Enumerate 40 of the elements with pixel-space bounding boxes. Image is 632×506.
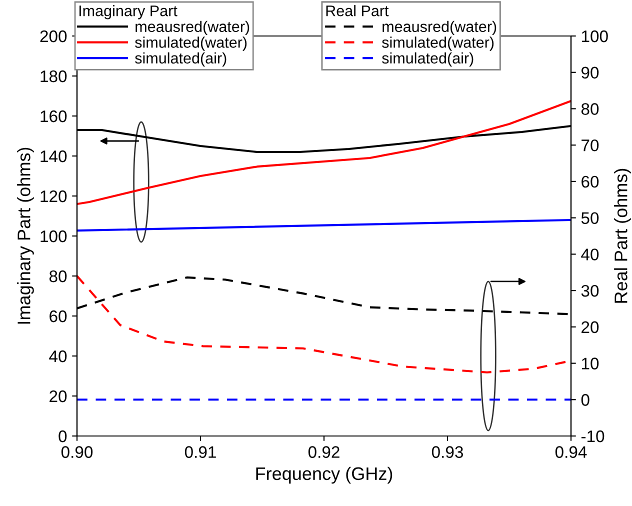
y-tick-label: 120 xyxy=(40,190,67,202)
line-series xyxy=(77,100,571,206)
y2-tick-label: 100 xyxy=(582,30,608,42)
legend-label: simulated(water) xyxy=(135,36,247,51)
y-tick-label: 0 xyxy=(58,430,67,442)
y-tick-label: 160 xyxy=(40,110,67,122)
y2-axis-title: Real Part (ohms) xyxy=(614,168,631,303)
y2-tick-label: 90 xyxy=(582,66,599,79)
legend-label: meausred(water) xyxy=(136,20,250,36)
y2-tick-label: 10 xyxy=(582,358,599,370)
legend-label: simulated(water) xyxy=(382,36,494,51)
y2-tick-label: 60 xyxy=(582,176,599,188)
y2-tick-label: 40 xyxy=(581,248,599,260)
y2-tick-label: 50 xyxy=(581,212,599,224)
legend-label: simulated(air) xyxy=(135,52,226,67)
text: Real Part xyxy=(326,5,389,16)
y2-tick-label: 0 xyxy=(581,394,590,406)
y-tick-label: 200 xyxy=(40,30,67,42)
y-tick-label: 20 xyxy=(50,390,67,402)
y2-tick-label: -10 xyxy=(581,430,604,442)
text: Imaginary Part xyxy=(79,5,178,20)
x-tick-label: 0.90 xyxy=(61,446,93,458)
legend-label: simulated(air) xyxy=(382,52,474,67)
y2-tick-label: 80 xyxy=(581,103,599,115)
y2-tick-label: 30 xyxy=(581,284,599,297)
y2-tick-label: 70 xyxy=(582,139,599,152)
legend-label: meausred(water) xyxy=(382,20,496,36)
y2-tick-label: 20 xyxy=(582,321,599,334)
x-axis-title: Frequency (GHz) xyxy=(256,466,392,484)
x-tick-label: 0.91 xyxy=(184,446,216,458)
y-axis-title: Imaginary Part (ohms) xyxy=(17,148,34,324)
x-tick-label: 0.92 xyxy=(308,446,340,458)
y-tick-label: 140 xyxy=(40,150,67,162)
y-tick-label: 80 xyxy=(49,270,67,282)
x-tick-label: 0.94 xyxy=(555,446,587,458)
y-tick-label: 100 xyxy=(40,230,67,242)
y-tick-label: 60 xyxy=(50,310,67,322)
x-tick-label: 0.93 xyxy=(432,446,463,458)
y-tick-label: 40 xyxy=(49,350,67,362)
y-tick-label: 180 xyxy=(40,70,67,82)
